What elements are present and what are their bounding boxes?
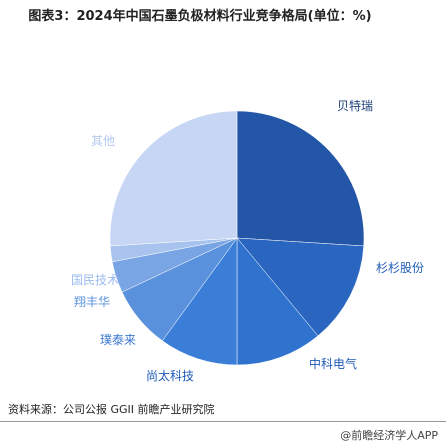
slice-label: 翔丰华 <box>74 295 110 309</box>
slice-label: 杉杉股份 <box>376 261 424 275</box>
slice-label: 其他 <box>91 134 115 148</box>
slice-label: 璞泰来 <box>100 333 136 347</box>
slice-label: 尚太科技 <box>146 368 194 383</box>
pie-slice <box>109 110 238 247</box>
pie-slice <box>236 237 319 366</box>
slice-label: 国民技术 <box>71 273 119 287</box>
pie-slice <box>162 237 238 366</box>
slice-label: 贝特瑞 <box>337 98 373 113</box>
pie-slice <box>236 110 365 247</box>
slice-label: 中科电气 <box>309 356 357 371</box>
source-note: 资料来源：公司公报 GGII 前瞻产业研究院 <box>8 403 215 416</box>
chart-title: 图表3：2024年中国石墨负极材料行业竞争格局(单位：%) <box>28 9 372 24</box>
pie-slice <box>236 237 365 337</box>
watermark: @前瞻经济学人APP <box>340 429 438 442</box>
divider <box>0 421 446 422</box>
